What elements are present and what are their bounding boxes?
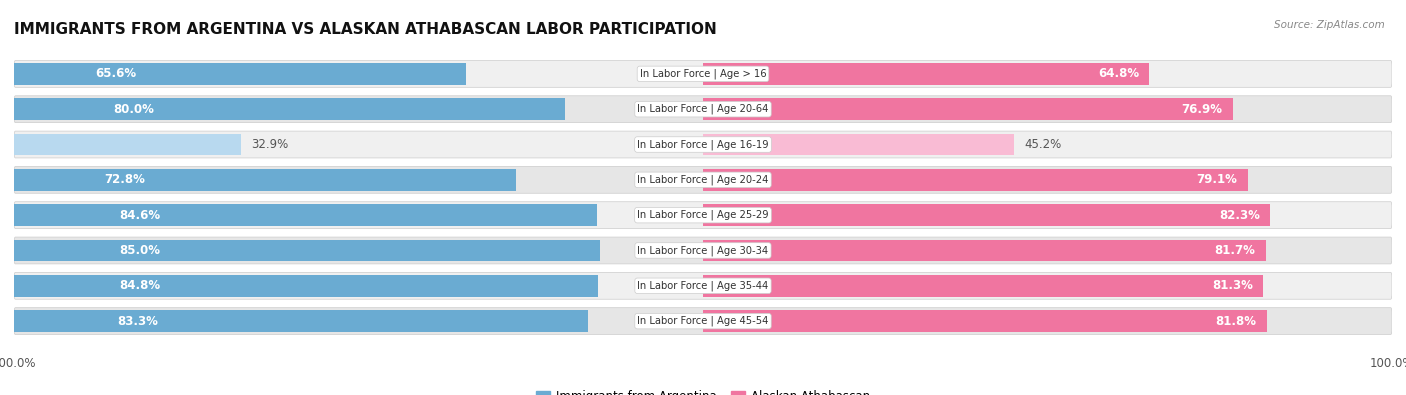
FancyBboxPatch shape	[14, 131, 1392, 158]
Text: 64.8%: 64.8%	[1098, 68, 1139, 81]
Text: 83.3%: 83.3%	[117, 314, 159, 327]
Text: 81.8%: 81.8%	[1215, 314, 1256, 327]
Legend: Immigrants from Argentina, Alaskan Athabascan: Immigrants from Argentina, Alaskan Athab…	[531, 385, 875, 395]
Bar	[703, 169, 1249, 191]
Text: In Labor Force | Age 20-24: In Labor Force | Age 20-24	[637, 175, 769, 185]
Text: In Labor Force | Age 16-19: In Labor Force | Age 16-19	[637, 139, 769, 150]
Bar	[703, 98, 1233, 120]
Text: In Labor Force | Age 45-54: In Labor Force | Age 45-54	[637, 316, 769, 326]
Bar	[14, 204, 598, 226]
Bar	[14, 134, 240, 156]
Bar	[14, 169, 516, 191]
Text: 65.6%: 65.6%	[96, 68, 136, 81]
Text: IMMIGRANTS FROM ARGENTINA VS ALASKAN ATHABASCAN LABOR PARTICIPATION: IMMIGRANTS FROM ARGENTINA VS ALASKAN ATH…	[14, 21, 717, 36]
Text: 84.8%: 84.8%	[120, 279, 160, 292]
FancyBboxPatch shape	[14, 308, 1392, 335]
FancyBboxPatch shape	[14, 237, 1392, 264]
Text: 76.9%: 76.9%	[1181, 103, 1222, 116]
Text: 72.8%: 72.8%	[104, 173, 145, 186]
Bar	[14, 310, 588, 332]
Text: In Labor Force | Age 30-34: In Labor Force | Age 30-34	[637, 245, 769, 256]
FancyBboxPatch shape	[14, 60, 1392, 87]
Bar	[703, 63, 1150, 85]
Text: In Labor Force | Age 20-64: In Labor Force | Age 20-64	[637, 104, 769, 115]
FancyBboxPatch shape	[14, 166, 1392, 193]
Text: 80.0%: 80.0%	[114, 103, 155, 116]
FancyBboxPatch shape	[14, 273, 1392, 299]
Bar	[703, 239, 1265, 261]
Bar	[14, 239, 599, 261]
Text: 32.9%: 32.9%	[252, 138, 288, 151]
Text: 82.3%: 82.3%	[1219, 209, 1260, 222]
Bar	[703, 310, 1267, 332]
Bar	[703, 275, 1263, 297]
Text: Source: ZipAtlas.com: Source: ZipAtlas.com	[1274, 20, 1385, 30]
Bar	[14, 63, 465, 85]
Bar	[14, 275, 599, 297]
Text: 81.3%: 81.3%	[1212, 279, 1253, 292]
Bar	[703, 204, 1270, 226]
Text: 84.6%: 84.6%	[120, 209, 160, 222]
Text: In Labor Force | Age > 16: In Labor Force | Age > 16	[640, 69, 766, 79]
Text: 81.7%: 81.7%	[1215, 244, 1256, 257]
Bar	[14, 98, 565, 120]
Text: 79.1%: 79.1%	[1197, 173, 1237, 186]
Bar	[703, 134, 1014, 156]
FancyBboxPatch shape	[14, 96, 1392, 122]
Text: 45.2%: 45.2%	[1025, 138, 1062, 151]
FancyBboxPatch shape	[14, 202, 1392, 229]
Text: 85.0%: 85.0%	[120, 244, 160, 257]
Text: In Labor Force | Age 25-29: In Labor Force | Age 25-29	[637, 210, 769, 220]
Text: In Labor Force | Age 35-44: In Labor Force | Age 35-44	[637, 280, 769, 291]
